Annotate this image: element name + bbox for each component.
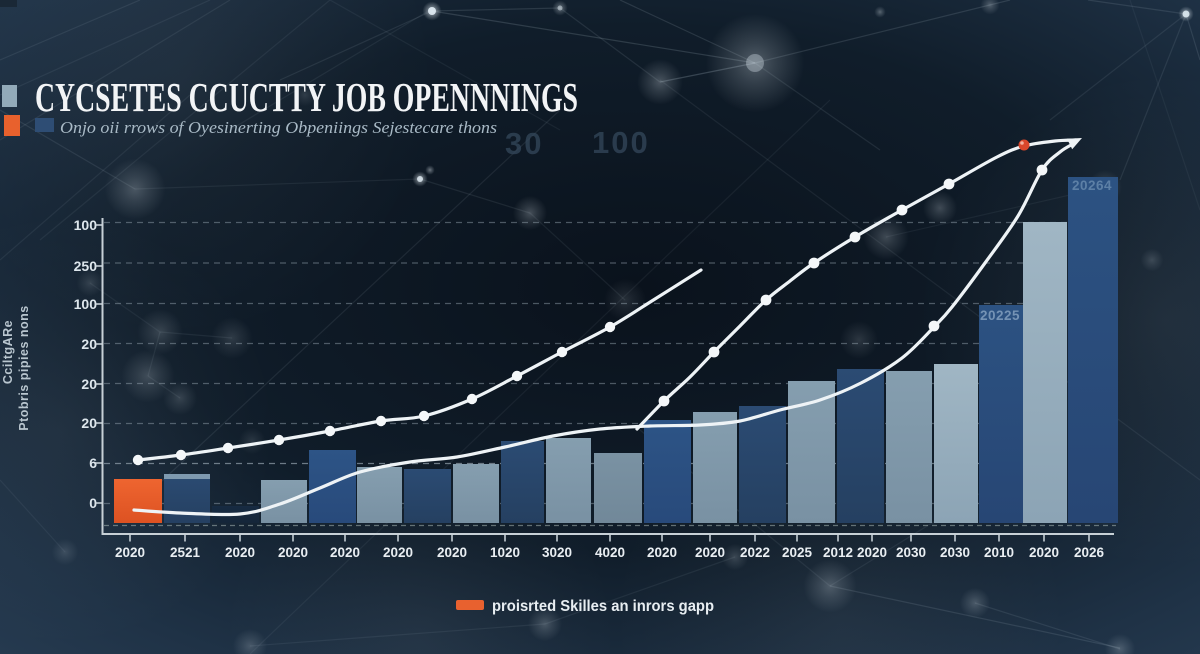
svg-text:4020: 4020 xyxy=(595,545,625,560)
svg-text:proisrted Skilles an inrors ga: proisrted Skilles an inrors gapp xyxy=(492,598,714,615)
svg-text:2521: 2521 xyxy=(170,545,201,560)
svg-text:0: 0 xyxy=(89,495,97,511)
svg-text:2020: 2020 xyxy=(695,545,725,560)
svg-text:30: 30 xyxy=(505,126,543,161)
svg-text:2020: 2020 xyxy=(330,545,360,560)
svg-text:2020: 2020 xyxy=(278,545,308,560)
svg-text:20: 20 xyxy=(81,415,97,431)
svg-text:2025: 2025 xyxy=(782,545,813,560)
svg-text:CYCSETES CCUCTTY JOB OPENNNING: CYCSETES CCUCTTY JOB OPENNNINGS xyxy=(35,74,578,120)
svg-text:6: 6 xyxy=(89,455,97,471)
svg-text:2020: 2020 xyxy=(115,545,145,560)
svg-text:2020: 2020 xyxy=(857,545,887,560)
svg-text:100: 100 xyxy=(74,217,98,233)
svg-text:20: 20 xyxy=(81,376,97,392)
svg-text:20: 20 xyxy=(81,336,97,352)
svg-text:20264: 20264 xyxy=(1072,178,1112,193)
svg-text:2020: 2020 xyxy=(225,545,255,560)
svg-text:2030: 2030 xyxy=(940,545,970,560)
svg-text:250: 250 xyxy=(74,258,98,274)
svg-text:Ptobris pipies nons: Ptobris pipies nons xyxy=(17,305,31,431)
svg-text:2012: 2012 xyxy=(823,545,853,560)
svg-text:100: 100 xyxy=(592,125,650,160)
svg-text:2020: 2020 xyxy=(1029,545,1059,560)
svg-text:100: 100 xyxy=(74,296,98,312)
svg-text:CciltgARe: CciltgARe xyxy=(1,320,15,384)
svg-text:2020: 2020 xyxy=(437,545,467,560)
svg-text:2026: 2026 xyxy=(1074,545,1105,560)
svg-text:2020: 2020 xyxy=(647,545,677,560)
svg-text:2010: 2010 xyxy=(984,545,1014,560)
svg-text:2020: 2020 xyxy=(383,545,413,560)
svg-text:Onjo oii rrows of Oyesinerting: Onjo oii rrows of Oyesinerting Obpeniing… xyxy=(60,118,497,137)
svg-text:3020: 3020 xyxy=(542,545,572,560)
svg-text:1020: 1020 xyxy=(490,545,520,560)
svg-text:2030: 2030 xyxy=(896,545,926,560)
svg-text:2022: 2022 xyxy=(740,545,770,560)
svg-text:20225: 20225 xyxy=(980,308,1020,323)
